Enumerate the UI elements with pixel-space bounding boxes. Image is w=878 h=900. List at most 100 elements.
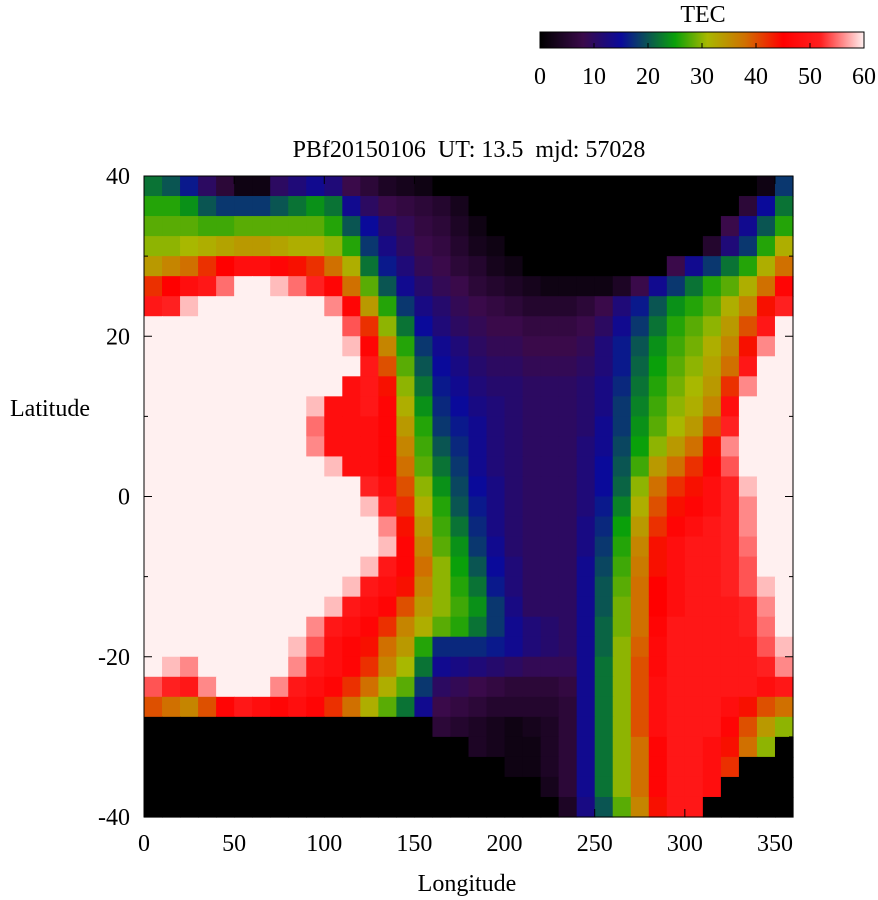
colorbar-label: TEC xyxy=(680,2,725,28)
heatmap-cell xyxy=(270,796,289,818)
x-tick-label: 50 xyxy=(222,831,246,857)
heatmap-cell xyxy=(234,676,253,698)
heatmap-cell xyxy=(360,276,379,297)
heatmap-cell xyxy=(234,456,253,478)
heatmap-cell xyxy=(216,796,235,818)
heatmap-cell xyxy=(486,176,506,197)
heatmap-cell xyxy=(432,696,452,718)
heatmap-cell xyxy=(522,556,542,578)
heatmap-cell xyxy=(738,516,758,538)
heatmap-cell xyxy=(720,456,740,478)
heatmap-cell xyxy=(612,436,632,458)
heatmap-cell xyxy=(522,396,542,417)
heatmap-cell xyxy=(450,696,470,718)
heatmap-cell xyxy=(720,496,740,518)
heatmap-cell xyxy=(774,516,794,538)
heatmap-cell xyxy=(378,736,397,758)
heatmap-cell xyxy=(522,736,542,758)
heatmap-cell xyxy=(306,576,325,598)
heatmap-cell xyxy=(234,236,253,257)
heatmap-cell xyxy=(270,636,289,658)
heatmap-cell xyxy=(414,336,434,357)
heatmap-cell xyxy=(702,376,722,397)
heatmap-cell xyxy=(306,376,325,397)
heatmap-cell xyxy=(738,236,758,257)
heatmap-cell xyxy=(198,316,217,337)
heatmap-cell xyxy=(306,676,325,698)
heatmap-cell xyxy=(540,636,560,658)
heatmap-cell xyxy=(702,656,722,678)
heatmap-cell xyxy=(396,576,416,598)
heatmap-cell xyxy=(576,496,596,518)
heatmap-cell xyxy=(486,776,506,798)
heatmap-cell xyxy=(252,696,271,718)
heatmap-cell xyxy=(720,276,740,297)
heatmap-cell xyxy=(630,436,650,458)
heatmap-cell xyxy=(756,196,776,217)
heatmap-cell xyxy=(288,176,307,197)
heatmap-cell xyxy=(504,296,524,317)
heatmap-cell xyxy=(612,296,632,317)
heatmap-cell xyxy=(540,196,560,217)
heatmap-cell xyxy=(432,536,452,558)
heatmap-cell xyxy=(180,236,199,257)
heatmap-cell xyxy=(504,376,524,397)
heatmap-cell xyxy=(774,456,794,478)
heatmap-cell xyxy=(144,716,163,738)
heatmap-cell xyxy=(702,256,722,277)
heatmap-cell xyxy=(738,636,758,658)
heatmap-cell xyxy=(684,256,704,277)
heatmap-cell xyxy=(720,676,740,698)
heatmap-cell xyxy=(324,356,343,377)
heatmap-cell xyxy=(576,596,596,618)
heatmap-cell xyxy=(288,596,307,618)
heatmap-cell xyxy=(612,536,632,558)
heatmap-cell xyxy=(288,296,307,317)
heatmap-cell xyxy=(468,196,488,217)
heatmap-cell xyxy=(144,596,163,618)
x-tick-label: 350 xyxy=(757,831,793,857)
heatmap-cell xyxy=(234,636,253,658)
heatmap-cell xyxy=(432,796,452,818)
heatmap-cell xyxy=(216,276,235,297)
heatmap-cell xyxy=(576,476,596,498)
heatmap-cell xyxy=(756,636,776,658)
colorbar-tick-label: 0 xyxy=(534,64,546,90)
heatmap-cell xyxy=(576,756,596,778)
heatmap-cell xyxy=(342,676,361,698)
heatmap-cell xyxy=(612,456,632,478)
heatmap-cell xyxy=(198,456,217,478)
heatmap-cell xyxy=(612,696,632,718)
heatmap-cell xyxy=(666,476,686,498)
heatmap-cell xyxy=(648,336,668,357)
heatmap-cell xyxy=(234,396,253,417)
heatmap-cell xyxy=(378,196,397,217)
heatmap-cell xyxy=(450,296,470,317)
heatmap-cell xyxy=(270,176,289,197)
heatmap-cell xyxy=(702,496,722,518)
heatmap-cell xyxy=(720,316,740,337)
heatmap-cell xyxy=(486,436,506,458)
heatmap-cell xyxy=(180,416,199,438)
heatmap-cell xyxy=(648,216,668,237)
heatmap-cell xyxy=(756,256,776,277)
heatmap-cell xyxy=(216,436,235,458)
heatmap-cell xyxy=(252,336,271,357)
heatmap-cell xyxy=(252,736,271,758)
heatmap-cell xyxy=(666,696,686,718)
heatmap-cell xyxy=(486,596,506,618)
heatmap-cell xyxy=(720,576,740,598)
heatmap-cell xyxy=(360,236,379,257)
heatmap-cell xyxy=(270,236,289,257)
heatmap-cell xyxy=(234,536,253,558)
y-tick-label: 20 xyxy=(106,324,130,350)
heatmap-cell xyxy=(198,516,217,538)
heatmap-cell xyxy=(702,536,722,558)
heatmap-cell xyxy=(180,596,199,618)
heatmap-cell xyxy=(648,196,668,217)
heatmap-cell xyxy=(540,416,560,438)
heatmap-cell xyxy=(558,756,578,778)
heatmap-cell xyxy=(774,756,794,778)
heatmap-cell xyxy=(774,236,794,257)
heatmap-cell xyxy=(756,736,776,758)
